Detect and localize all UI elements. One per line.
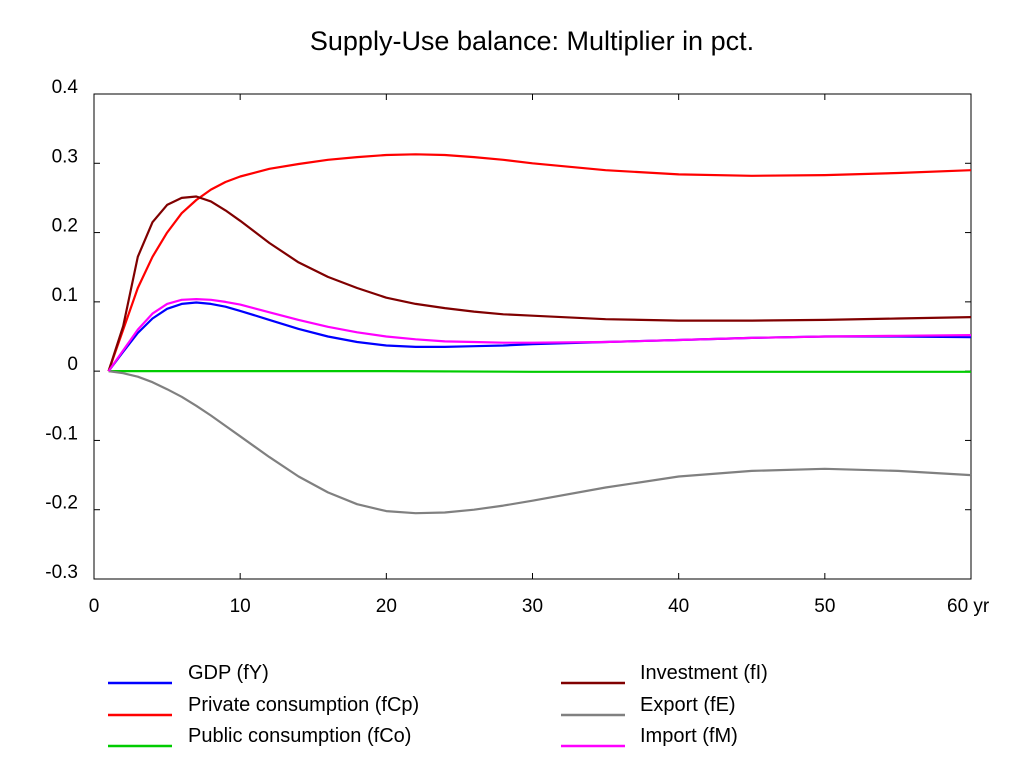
x-tick-label: 40	[668, 596, 689, 617]
y-axis: -0.3 -0.2 -0.1 0 0.1 0.2 0.3 0.4	[45, 77, 971, 583]
series-line-1	[107, 153, 972, 372]
y-tick-label: -0.3	[45, 562, 78, 583]
legend-label-2: Public consumption (fCo)	[188, 725, 411, 747]
y-tick-label: 0	[67, 354, 78, 375]
series-line-4	[108, 370, 972, 515]
series-line-5	[107, 298, 972, 372]
x-tick-label: 10	[230, 596, 251, 617]
legend-label-3: Investment (fI)	[640, 662, 768, 684]
x-tick-label: 0	[89, 596, 100, 617]
y-tick-label: 0.3	[52, 146, 78, 167]
legend-label-4: Export (fE)	[640, 694, 736, 716]
chart-title: Supply-Use balance: Multiplier in pct.	[310, 26, 754, 56]
x-tick-label: 60 yr	[947, 596, 990, 617]
y-tick-label: 0.2	[52, 216, 78, 237]
y-tick-label: -0.1	[45, 423, 78, 444]
x-tick-label: 20	[376, 596, 397, 617]
y-tick-label: 0.1	[52, 285, 78, 306]
series-line-3	[107, 195, 972, 372]
x-tick-label: 30	[522, 596, 543, 617]
y-tick-label: 0.4	[52, 77, 79, 98]
x-tick-label: 50	[814, 596, 835, 617]
legend-label-1: Private consumption (fCp)	[188, 694, 419, 716]
x-axis: 0 10 20 30 40 50 60 yr	[89, 94, 990, 617]
legend: GDP (fY) Private consumption (fCp) Public …	[108, 662, 768, 748]
legend-label-5: Import (fM)	[640, 725, 738, 747]
series-lines	[107, 153, 972, 515]
legend-label-0: GDP (fY)	[188, 662, 269, 684]
series-line-2	[108, 370, 971, 373]
y-tick-label: -0.2	[45, 493, 78, 514]
